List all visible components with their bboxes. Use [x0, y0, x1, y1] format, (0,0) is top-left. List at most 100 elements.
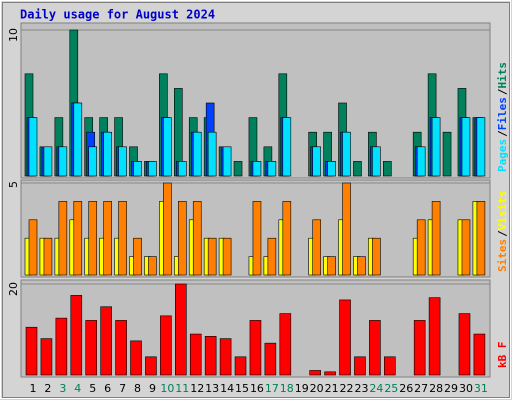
bar: [130, 340, 142, 376]
x-tick-label: 14: [220, 382, 234, 395]
x-tick-label: 2: [44, 382, 51, 395]
x-tick-label: 23: [354, 382, 368, 395]
x-tick-label: 19: [295, 382, 309, 395]
bar: [233, 161, 243, 177]
bar: [25, 326, 38, 376]
bar: [339, 299, 351, 376]
y-tick-label: 20: [7, 282, 20, 296]
bar: [192, 131, 202, 177]
bar: [207, 237, 217, 276]
bar: [43, 237, 53, 276]
bar: [163, 117, 172, 177]
x-tick-label: 29: [444, 382, 458, 395]
x-tick-label: 8: [134, 382, 141, 395]
bar: [189, 333, 202, 376]
x-tick-label: 21: [325, 382, 339, 395]
bar: [461, 117, 471, 177]
bar: [309, 370, 321, 376]
x-tick-label: 18: [280, 382, 294, 395]
bar: [148, 256, 157, 276]
x-tick-label: 30: [459, 382, 473, 395]
bar: [148, 161, 157, 177]
x-tick-label: 5: [89, 382, 96, 395]
bar: [267, 161, 277, 177]
bar: [163, 182, 172, 276]
bar: [222, 146, 232, 177]
bar: [354, 356, 366, 376]
x-tick-label: 26: [399, 382, 413, 395]
bar: [70, 295, 83, 376]
bar: [324, 371, 336, 376]
bar: [342, 182, 351, 276]
bar: [40, 338, 53, 376]
bar: [43, 146, 53, 177]
bar: [461, 219, 471, 276]
x-tick-label: 15: [235, 382, 249, 395]
x-tick-label: 4: [74, 382, 81, 395]
bar: [178, 201, 187, 276]
bar: [222, 237, 232, 276]
legend-label: Hits: [496, 62, 509, 89]
bar: [327, 256, 336, 276]
x-tick-label: 11: [175, 382, 189, 395]
bar: [431, 117, 441, 177]
bar: [282, 117, 292, 177]
bar: [115, 320, 127, 376]
bar: [73, 102, 83, 177]
legend: Sites /Visits: [496, 191, 509, 273]
legend-label: Pages: [496, 139, 509, 172]
bar: [207, 131, 217, 177]
x-tick-label: 3: [59, 382, 66, 395]
bar: [428, 297, 441, 376]
x-tick-label: 9: [149, 382, 156, 395]
bar: [28, 219, 38, 276]
bar: [416, 146, 426, 177]
bar: [58, 146, 68, 177]
bar: [178, 161, 187, 177]
legend-label: Visits: [496, 191, 509, 231]
bar: [458, 313, 471, 376]
bar: [145, 356, 157, 376]
bar: [133, 237, 142, 276]
bar: [88, 201, 98, 276]
legend-separator: /: [496, 230, 509, 237]
x-tick-label: 12: [190, 382, 204, 395]
bar: [312, 146, 321, 177]
bar: [342, 131, 351, 177]
chart-title: Daily usage for August 2024: [20, 8, 215, 22]
bar: [384, 356, 396, 376]
bar: [118, 146, 127, 177]
x-tick-label: 1: [30, 382, 37, 395]
bar: [312, 219, 321, 276]
bar: [413, 320, 426, 376]
bar: [58, 201, 68, 276]
x-tick-label: 16: [250, 382, 264, 395]
x-tick-label: 20: [310, 382, 324, 395]
x-tick-label: 7: [119, 382, 126, 395]
x-tick-label: 28: [429, 382, 443, 395]
bar: [118, 201, 127, 276]
x-tick-label: 25: [384, 382, 398, 395]
bar: [473, 333, 486, 376]
bar: [234, 356, 247, 376]
bar: [442, 131, 452, 177]
legend-label: kB F: [496, 342, 509, 369]
bar: [219, 338, 232, 376]
bar: [252, 201, 262, 276]
bar: [88, 146, 98, 177]
bar: [267, 237, 277, 276]
bar: [85, 320, 98, 376]
bar: [192, 201, 202, 276]
bar: [249, 320, 262, 376]
bar: [431, 201, 441, 276]
bar: [327, 161, 336, 177]
legend-separator: /: [496, 88, 509, 95]
bar: [160, 315, 172, 376]
bar: [55, 317, 68, 376]
bar: [416, 219, 426, 276]
legend-label: Files: [496, 97, 509, 130]
bar: [103, 131, 112, 177]
x-tick-label: 17: [265, 382, 279, 395]
